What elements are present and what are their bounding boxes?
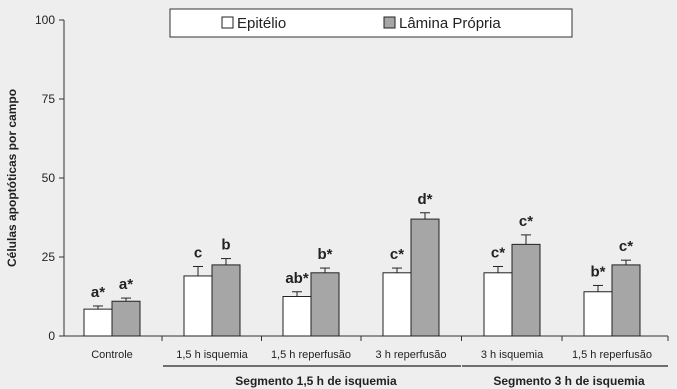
- data-label: c: [194, 244, 202, 261]
- legend-label: Lâmina Própria: [399, 15, 501, 32]
- data-label: b*: [591, 263, 606, 280]
- bar-epitelio: [583, 291, 613, 337]
- y-tick-label: 25: [42, 250, 56, 264]
- data-label: b*: [318, 246, 333, 263]
- axes: 0 25 50 75 100: [35, 13, 669, 343]
- y-axis-label: Células apoptóticas por campo: [5, 89, 19, 267]
- data-label: b: [221, 237, 230, 254]
- bar-lamina-propria: [211, 264, 241, 337]
- bar-epitelio: [282, 296, 312, 337]
- legend-label: Epitélio: [237, 15, 286, 32]
- bars: [83, 212, 641, 337]
- group-label: Segmento 3 h de isquemia: [493, 374, 645, 388]
- y-tick-label: 0: [48, 329, 55, 343]
- bar-lamina-propria: [611, 264, 641, 337]
- x-tick-labels: Controle 1,5 h isquemia 1,5 h reperfusão 3 …: [91, 349, 652, 361]
- legend: Epitélio Lâmina Própria: [169, 8, 573, 38]
- data-label: a*: [119, 276, 133, 293]
- bar-lamina-propria: [410, 218, 440, 337]
- data-label: c*: [390, 246, 404, 263]
- y-tick-label: 75: [42, 92, 56, 106]
- bar-lamina-propria: [511, 243, 541, 337]
- data-label: c*: [491, 244, 505, 261]
- y-tick-label: 50: [42, 171, 56, 185]
- x-tick-label: 1,5 h reperfusão: [572, 349, 652, 361]
- data-label: a*: [91, 284, 105, 301]
- data-label: d*: [418, 191, 433, 208]
- group-brackets: Segmento 1,5 h de isquemia Segmento 3 h d…: [163, 365, 668, 388]
- group-label: Segmento 1,5 h de isquemia: [235, 374, 397, 388]
- x-tick-label: 3 h isquemia: [481, 349, 544, 361]
- x-tick-label: 3 h reperfusão: [376, 349, 447, 361]
- bar-lamina-propria: [111, 300, 141, 337]
- data-label: ab*: [285, 270, 309, 287]
- significance-labels: a* c ab* c* c* b* a* b b* d* c* c*: [91, 191, 633, 301]
- x-tick-label: 1,5 h isquemia: [176, 349, 248, 361]
- bar-lamina-propria: [310, 272, 340, 337]
- x-tick-label: Controle: [91, 349, 133, 361]
- y-tick-label: 100: [35, 13, 55, 27]
- bar-epitelio: [382, 272, 412, 337]
- x-tick-label: 1,5 h reperfusão: [271, 349, 351, 361]
- legend-box: [169, 8, 573, 38]
- bar-epitelio: [483, 272, 513, 337]
- bar-epitelio: [183, 275, 213, 337]
- data-label: c*: [519, 213, 533, 230]
- bar-epitelio: [83, 308, 113, 337]
- data-label: c*: [619, 238, 633, 255]
- legend-swatch: [383, 16, 396, 29]
- legend-swatch: [221, 16, 234, 29]
